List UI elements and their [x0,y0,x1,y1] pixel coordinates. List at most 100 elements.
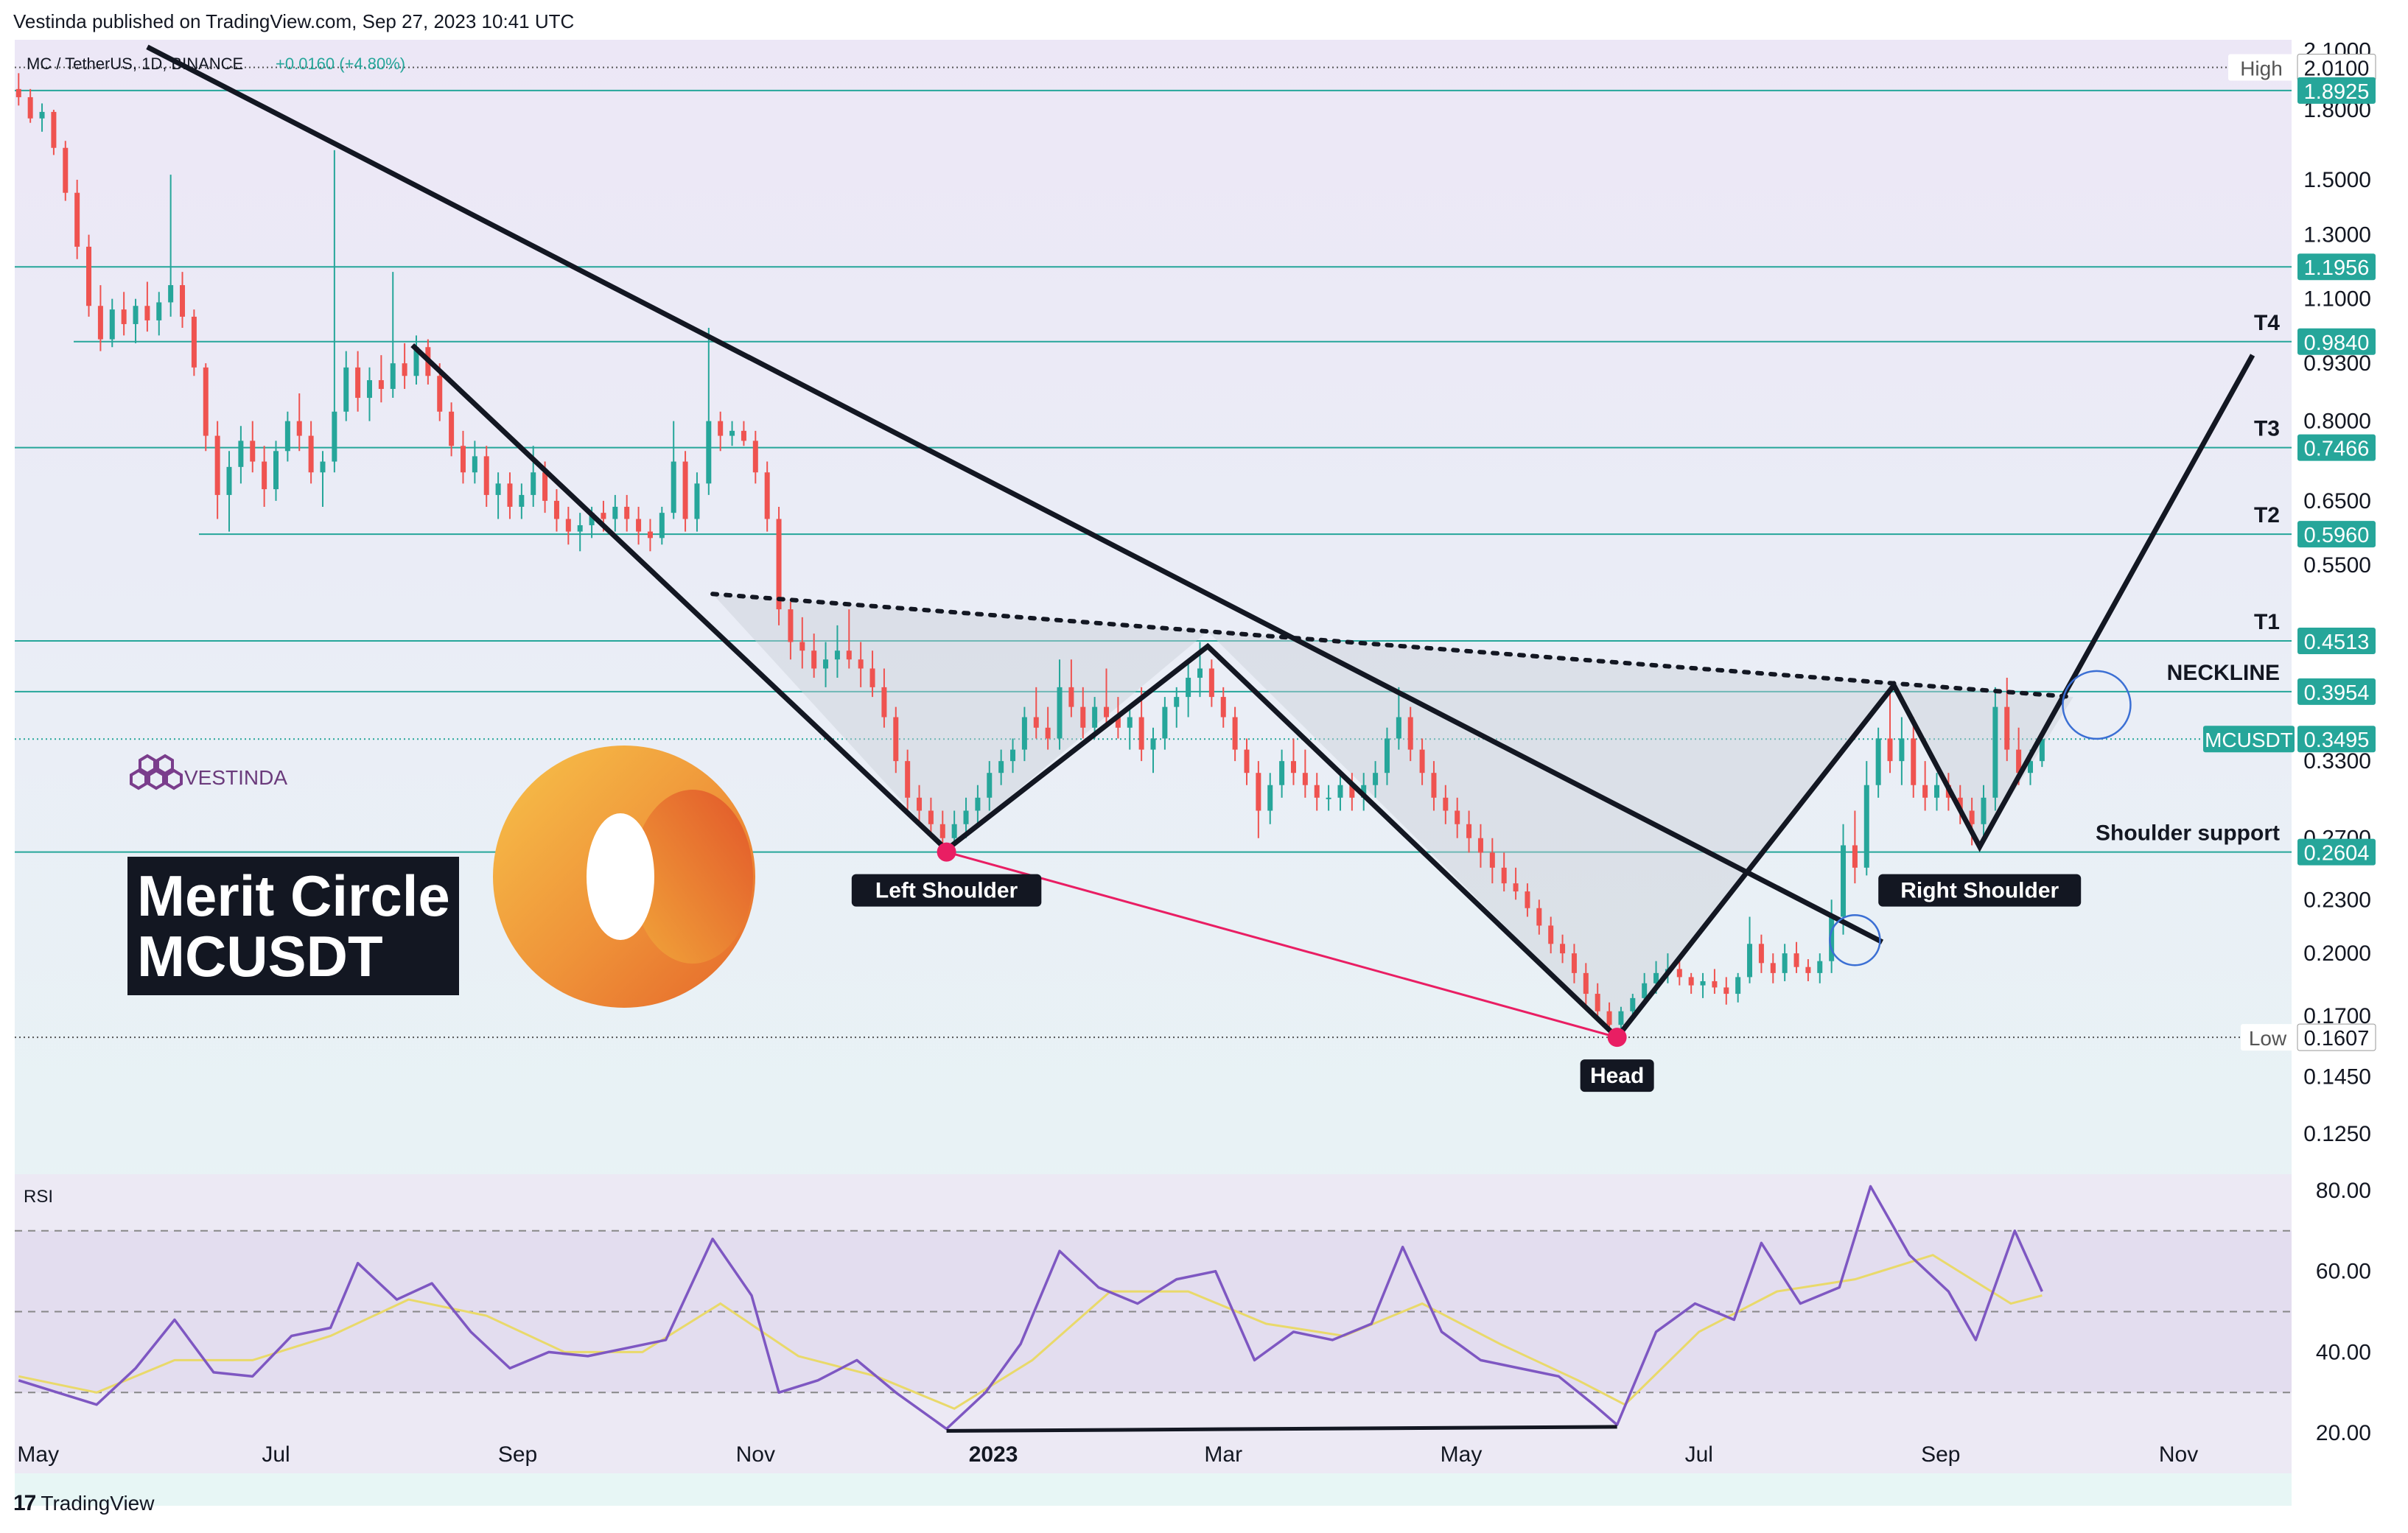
candle-body [1326,797,1331,799]
candle [1232,706,1238,762]
candle-body [729,430,735,436]
candle [1700,972,1706,998]
breakout-circle [1829,913,1881,967]
candle-body [1373,773,1379,785]
candle-body [1186,678,1191,698]
candle-body [1104,706,1110,718]
candle [27,88,33,123]
candle [97,285,103,351]
candle-body [109,309,115,340]
candle [1477,824,1483,868]
candle-body [1852,845,1858,868]
title-box: Merit Circle MCUSDT [127,857,459,995]
candle [823,642,829,687]
candle-body [1396,717,1401,739]
candle [1712,969,1718,994]
candle [1419,738,1425,785]
price-level-label: 0.9840 [2297,328,2376,355]
candle-body [577,525,583,532]
candle [1805,959,1811,981]
candle-body [671,461,676,513]
level-tag: T1 [2254,610,2280,634]
candle-body [1208,668,1214,698]
rsi-band-fill [15,1230,2292,1393]
candle [1290,738,1296,785]
candle [1525,883,1530,917]
candle-body [1793,953,1799,967]
price-divergence-line [946,851,1618,1039]
candle-body [951,824,957,838]
candle-body [1197,668,1203,678]
candle [1793,941,1799,973]
price-level-label: 0.4513 [2297,628,2376,655]
candle-body [1162,706,1168,739]
candle-body [1220,697,1226,718]
candle [1162,697,1168,750]
level-tag: NECKLINE [2167,661,2280,685]
candle [1033,687,1039,739]
candle [1501,852,1507,892]
candle-body [869,668,875,687]
candle [636,506,642,545]
candle [1174,687,1180,728]
candle-body [366,380,372,399]
candle-body [308,435,314,473]
candle [378,355,384,403]
rsi-divergence-line [946,1425,1617,1433]
candle-body [1712,981,1718,988]
candle-body [1723,987,1729,994]
candle [729,421,735,446]
tradingview-footer[interactable]: 17 TradingView [13,1491,154,1516]
candle [1782,944,1788,981]
candle-body [262,461,267,490]
vestinda-logo: VESTINDA [130,754,287,790]
candle-body [1782,953,1788,973]
pattern-shading [1894,683,2073,847]
candle-body [823,659,829,669]
published-header: Vestinda published on TradingView.com, S… [13,10,575,32]
candle-body [531,472,536,495]
candle-body [320,461,326,473]
price-tick-label: 0.3300 [2303,749,2371,773]
candle [1326,785,1331,811]
rsi-tick-label: 20.00 [2316,1421,2371,1445]
candle [1723,977,1729,1005]
candle [1279,749,1285,798]
candle [1384,727,1390,785]
price-level-box [2297,328,2376,355]
candle-body [987,773,993,798]
candle [718,411,724,452]
candle-body [1560,944,1566,954]
candle-body [1068,687,1074,707]
candle-body [1244,749,1250,773]
candle [191,309,197,376]
candle [460,430,466,484]
pattern-label-box [1878,874,2082,907]
rsi-tick-label: 80.00 [2316,1179,2371,1203]
candle-body [1501,867,1507,884]
pattern-label-box [851,874,1042,907]
candle [1267,773,1273,824]
candle-body [1934,785,1940,798]
candle-body [1174,697,1180,707]
candle [741,421,746,446]
candle-body [1290,761,1296,773]
pattern-label: Right Shoulder [1878,874,2082,907]
candle-body [1232,717,1238,750]
pattern-label: Head [1580,1059,1654,1092]
price-tick-label: 0.5500 [2303,553,2371,578]
candle [133,298,139,343]
candle-body [1992,706,1998,798]
price-level-value: 2.0100 [2304,57,2370,81]
candle-body [214,435,220,495]
candle [1407,706,1413,762]
candle-body [1407,717,1413,750]
rsi-line [18,1185,2043,1431]
candle [332,150,337,473]
candle [1057,659,1063,750]
candle-body [1361,785,1367,798]
candle [1899,717,1905,785]
symbol-legend[interactable]: MC / TetherUS, 1D, BINANCE +0.0160 (+4.80… [27,55,405,73]
candle-body [1770,963,1776,973]
price-tick-label: 0.9300 [2303,351,2371,376]
